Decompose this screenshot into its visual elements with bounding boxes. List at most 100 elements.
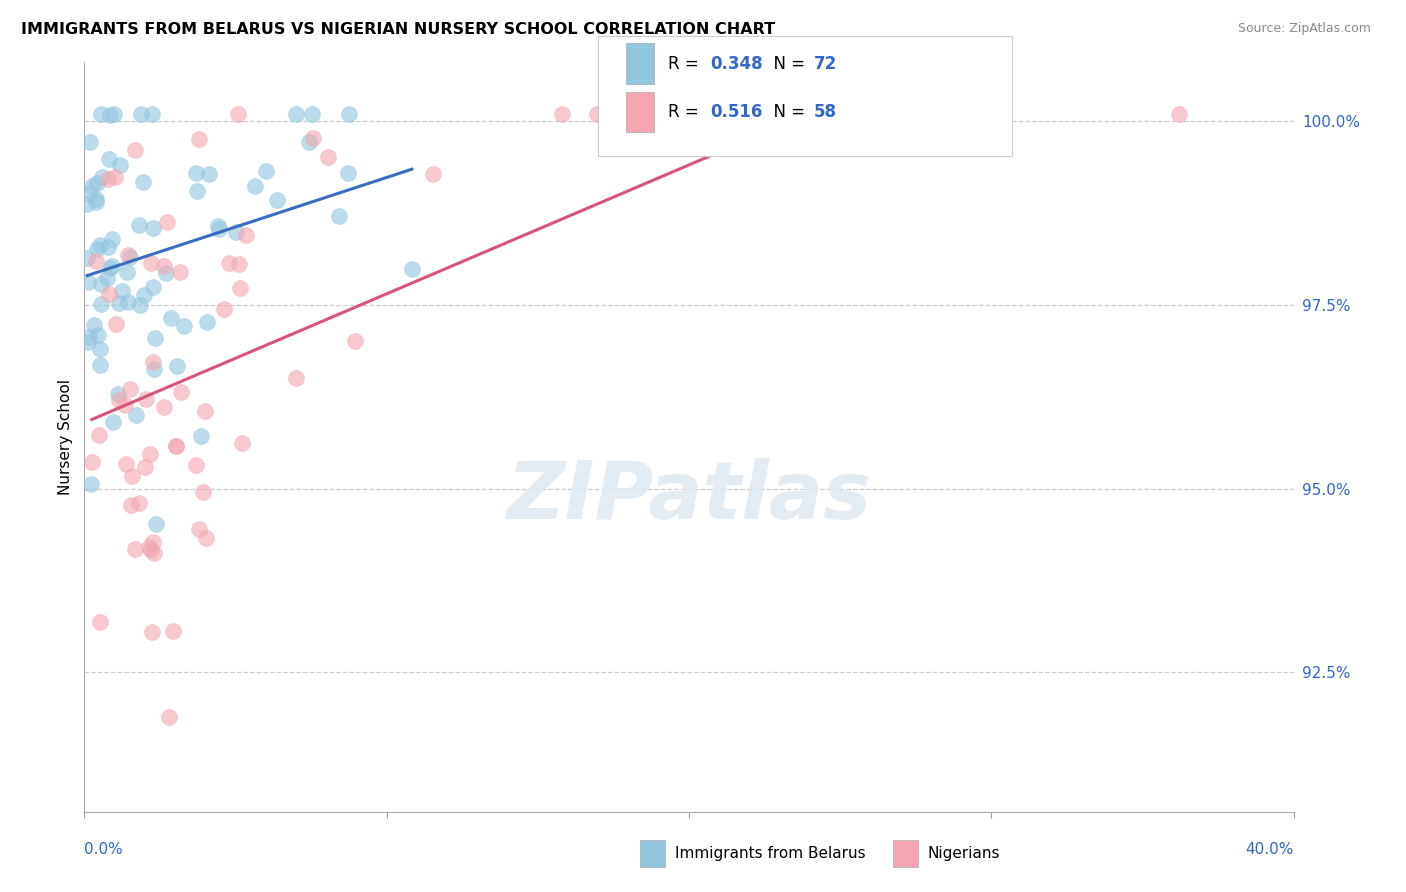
Point xyxy=(89,615,111,630)
Point xyxy=(285,107,308,121)
Point xyxy=(153,259,176,273)
Point xyxy=(138,541,160,555)
Point xyxy=(229,280,252,294)
Text: 40.0%: 40.0% xyxy=(1246,842,1294,857)
Text: 0.348: 0.348 xyxy=(710,54,762,72)
Point xyxy=(87,327,110,342)
Point xyxy=(76,275,98,289)
Point xyxy=(135,392,157,407)
Point xyxy=(194,404,217,418)
Point xyxy=(152,400,174,414)
Point xyxy=(108,158,131,172)
Point xyxy=(162,624,184,638)
Point xyxy=(143,546,166,560)
Point xyxy=(191,485,214,500)
Text: N =: N = xyxy=(763,103,811,120)
Point xyxy=(266,193,288,207)
Text: ZIPatlas: ZIPatlas xyxy=(506,458,872,536)
Text: Source: ZipAtlas.com: Source: ZipAtlas.com xyxy=(1237,22,1371,36)
Point xyxy=(186,166,208,180)
Point xyxy=(82,178,104,193)
Point xyxy=(165,439,187,453)
Text: N =: N = xyxy=(763,54,811,72)
Point xyxy=(243,178,266,193)
Point xyxy=(142,534,165,549)
Point xyxy=(254,164,277,178)
Point xyxy=(120,250,142,264)
Point xyxy=(169,265,191,279)
Point xyxy=(160,311,183,326)
Point xyxy=(108,296,131,310)
Point xyxy=(208,222,231,236)
Point xyxy=(157,709,180,723)
Point xyxy=(1167,107,1189,121)
Point xyxy=(80,455,103,469)
Point xyxy=(145,517,167,532)
Text: R =: R = xyxy=(668,54,704,72)
Point xyxy=(118,382,141,396)
Point xyxy=(91,169,114,184)
Point xyxy=(156,215,179,229)
Point xyxy=(141,107,163,121)
Point xyxy=(125,408,148,422)
Point xyxy=(142,280,165,294)
Point xyxy=(173,319,195,334)
Point xyxy=(128,496,150,510)
Point xyxy=(142,362,165,376)
Point xyxy=(124,144,146,158)
Point xyxy=(115,265,138,279)
Point xyxy=(96,270,118,285)
Point xyxy=(212,301,235,316)
Point xyxy=(226,107,249,121)
Point xyxy=(165,439,187,453)
Point xyxy=(316,150,339,164)
Point xyxy=(285,370,308,384)
Point xyxy=(77,330,100,344)
Text: 0.516: 0.516 xyxy=(710,103,762,120)
Point xyxy=(198,167,221,181)
Point xyxy=(117,294,139,309)
Point xyxy=(90,107,112,121)
Point xyxy=(89,342,111,356)
Point xyxy=(76,251,98,265)
Point xyxy=(103,107,125,121)
Point xyxy=(79,135,101,149)
Point xyxy=(207,219,229,233)
Point xyxy=(186,184,208,198)
Point xyxy=(401,262,423,277)
Point xyxy=(86,176,108,190)
Point xyxy=(90,277,112,292)
Point xyxy=(115,458,138,472)
Point xyxy=(101,415,124,429)
Point xyxy=(184,458,207,472)
Point xyxy=(337,166,360,180)
Point xyxy=(155,266,177,280)
Y-axis label: Nursery School: Nursery School xyxy=(58,379,73,495)
Point xyxy=(100,260,122,275)
Point xyxy=(225,225,247,239)
Point xyxy=(97,239,120,253)
Point xyxy=(129,107,152,121)
Point xyxy=(170,384,193,399)
Point xyxy=(128,298,150,312)
Point xyxy=(134,288,156,302)
Text: Nigerians: Nigerians xyxy=(928,847,1001,861)
Point xyxy=(585,107,607,121)
Point xyxy=(89,428,111,442)
Point xyxy=(108,393,131,408)
Point xyxy=(97,287,120,301)
Point xyxy=(301,107,323,121)
Point xyxy=(104,169,127,184)
Point xyxy=(298,135,321,149)
Point xyxy=(218,256,240,270)
Point xyxy=(121,469,143,483)
Point xyxy=(107,386,129,401)
Point xyxy=(86,242,108,256)
Point xyxy=(337,107,360,121)
Point xyxy=(110,284,132,298)
Point xyxy=(124,541,146,556)
Point xyxy=(80,477,103,491)
Text: 72: 72 xyxy=(814,54,838,72)
Point xyxy=(143,330,166,344)
Point xyxy=(104,317,127,331)
